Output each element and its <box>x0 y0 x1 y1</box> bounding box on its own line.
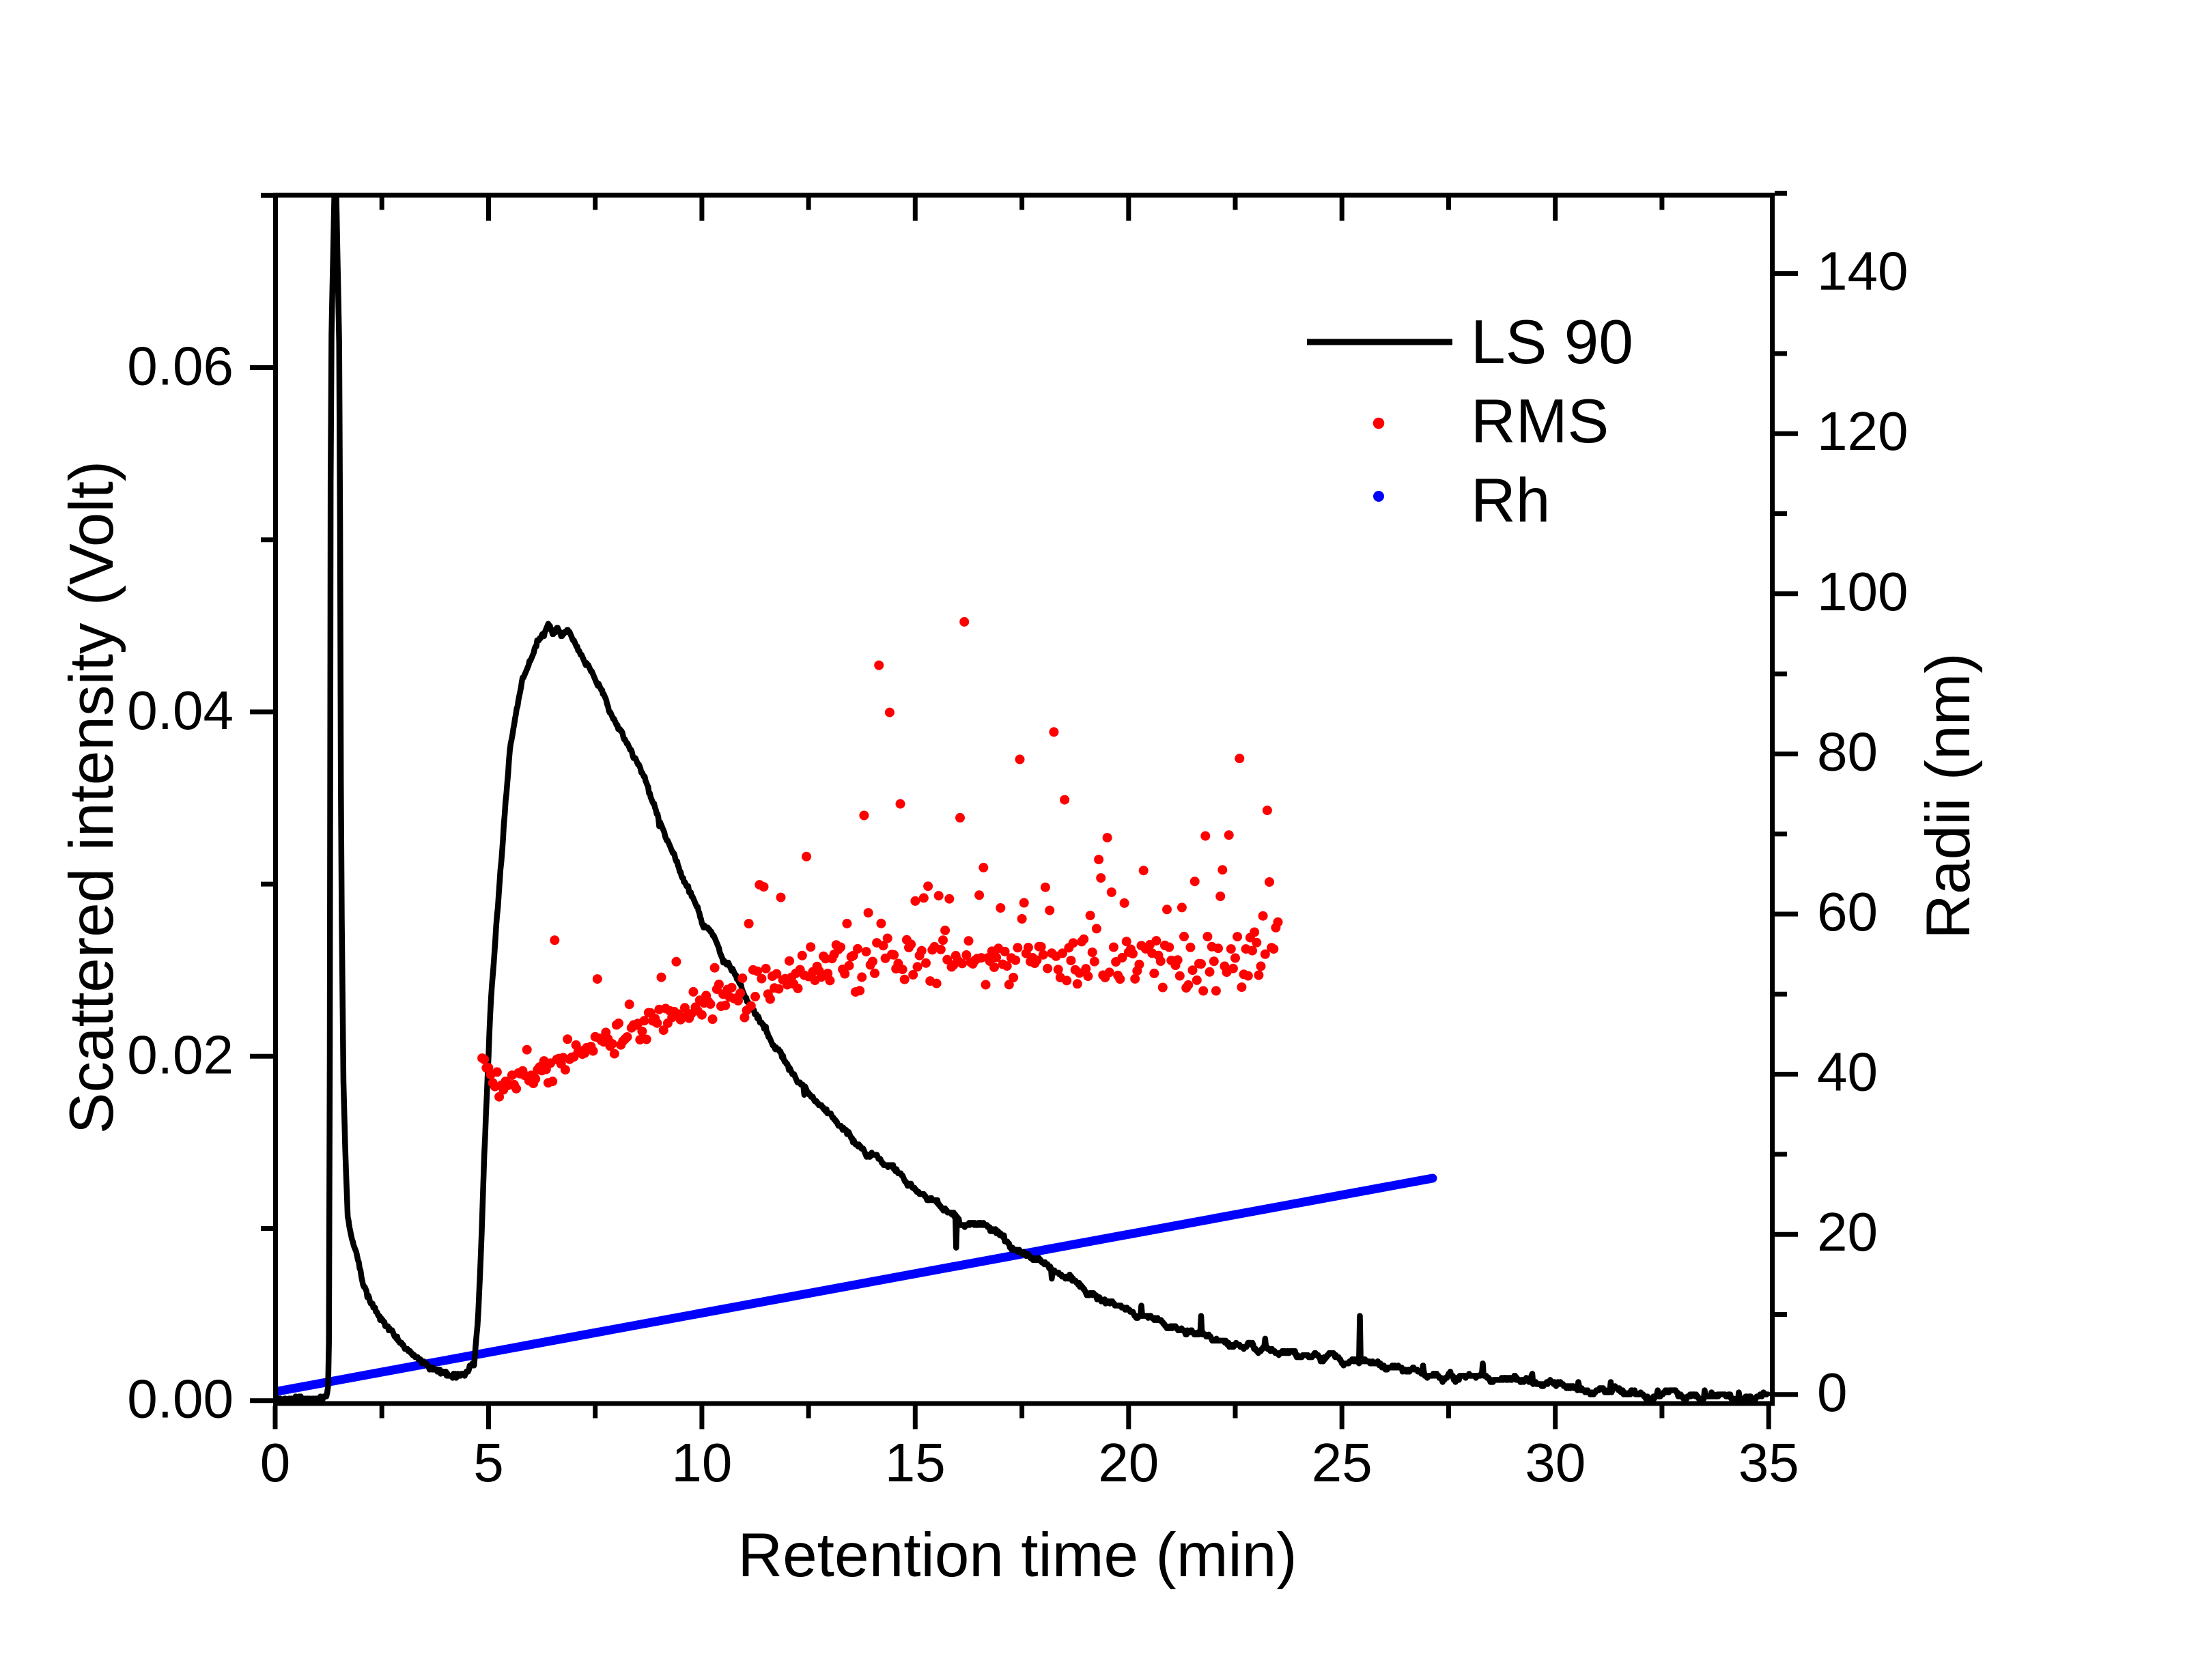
svg-text:25: 25 <box>1312 1432 1372 1493</box>
svg-text:5: 5 <box>473 1432 504 1493</box>
svg-text:35: 35 <box>1738 1432 1799 1493</box>
svg-text:Retention time (min): Retention time (min) <box>737 1521 1297 1590</box>
svg-text:0.02: 0.02 <box>127 1024 234 1085</box>
svg-text:20: 20 <box>1817 1201 1878 1262</box>
svg-text:140: 140 <box>1817 241 1908 302</box>
svg-text:0.04: 0.04 <box>127 680 234 741</box>
svg-text:Scattered intensity (Volt): Scattered intensity (Volt) <box>57 461 126 1134</box>
svg-text:80: 80 <box>1817 721 1878 782</box>
svg-text:0: 0 <box>260 1432 291 1493</box>
svg-text:100: 100 <box>1817 561 1908 622</box>
svg-text:0: 0 <box>1817 1362 1848 1423</box>
svg-text:30: 30 <box>1525 1432 1586 1493</box>
svg-text:10: 10 <box>671 1432 732 1493</box>
svg-text:0.00: 0.00 <box>127 1369 234 1429</box>
svg-text:Radii (nm): Radii (nm) <box>1914 653 1983 939</box>
svg-text:15: 15 <box>885 1432 946 1493</box>
svg-text:LS 90: LS 90 <box>1471 308 1633 377</box>
svg-text:RMS: RMS <box>1471 387 1609 456</box>
svg-text:60: 60 <box>1817 881 1878 942</box>
svg-text:0.06: 0.06 <box>127 336 234 397</box>
svg-text:Rh: Rh <box>1471 466 1550 535</box>
svg-text:40: 40 <box>1817 1042 1878 1102</box>
svg-text:120: 120 <box>1817 401 1908 461</box>
svg-text:20: 20 <box>1098 1432 1159 1493</box>
